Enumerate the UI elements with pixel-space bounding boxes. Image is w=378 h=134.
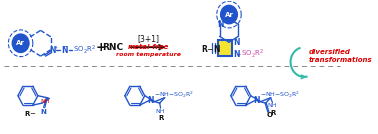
Text: Ar: Ar <box>16 40 25 46</box>
Circle shape <box>220 5 238 24</box>
Text: N: N <box>217 20 224 29</box>
Text: N: N <box>40 109 46 115</box>
Text: +: + <box>53 45 57 50</box>
Text: +: + <box>96 41 107 54</box>
Text: RNC: RNC <box>102 43 124 52</box>
Text: R: R <box>271 109 276 116</box>
Text: R$-$: R$-$ <box>25 109 37 118</box>
Text: N: N <box>147 96 154 105</box>
Circle shape <box>12 33 30 53</box>
Text: R$-$N: R$-$N <box>201 43 222 54</box>
Text: NH: NH <box>268 103 277 108</box>
Text: −: − <box>63 44 67 49</box>
Text: R: R <box>159 115 164 121</box>
Text: N: N <box>233 50 240 59</box>
Text: Ar: Ar <box>225 12 234 18</box>
Text: room temperature: room temperature <box>116 52 181 57</box>
Text: NH: NH <box>40 99 50 104</box>
Text: diversified
transformations: diversified transformations <box>309 49 372 63</box>
Text: N: N <box>49 46 56 55</box>
Text: metal-free: metal-free <box>128 44 169 50</box>
Text: $\mathregular{SO_2R^2}$: $\mathregular{SO_2R^2}$ <box>241 48 264 60</box>
Text: [3+1]: [3+1] <box>137 34 160 43</box>
Text: $\mathregular{SO_2R^2}$: $\mathregular{SO_2R^2}$ <box>73 44 96 56</box>
Text: N: N <box>233 38 240 47</box>
Bar <box>218 40 232 56</box>
Text: N: N <box>253 96 260 105</box>
Text: N: N <box>61 46 67 55</box>
Text: NH: NH <box>156 109 165 113</box>
Text: O: O <box>266 112 272 118</box>
Text: $-$NH$-$SO$_2$R$^2$: $-$NH$-$SO$_2$R$^2$ <box>154 90 194 100</box>
Text: $-$NH$-$SO$_2$R$^2$: $-$NH$-$SO$_2$R$^2$ <box>260 90 301 100</box>
